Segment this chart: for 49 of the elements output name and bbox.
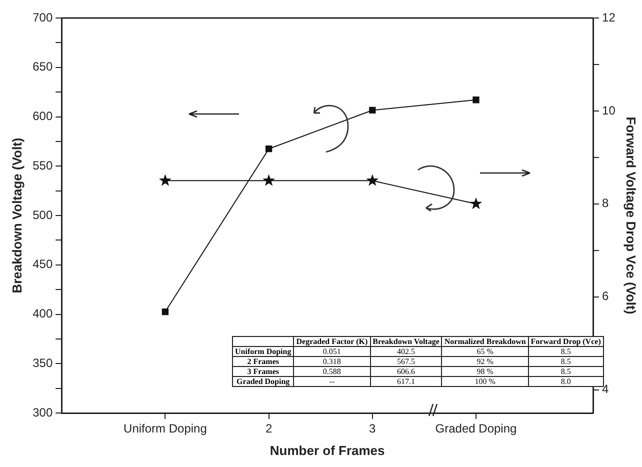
x-axis-title: Number of Frames [270,442,385,458]
y-tick-label: 700 [32,10,53,24]
y2-tick-label: 10 [602,103,616,118]
y-tick-label: 350 [32,356,53,370]
annotation: 0.318 [294,356,370,366]
annotation: Degraded Factor (K) [294,336,370,346]
annotation: 8.0 [528,376,604,386]
y-tick-label: 500 [32,208,53,222]
annotation: 8.5 [528,366,604,376]
annotation: 606.6 [370,366,442,376]
annotation: 0.588 [294,366,370,376]
point [162,308,169,316]
annotation: 8.5 [528,356,604,366]
x-tick-label: 2 [265,422,272,436]
annotation: Forward Drop (Vce) [528,336,604,346]
annotation: Graded Doping [232,376,294,386]
y-tick-label: 400 [32,306,53,321]
annotation: 2 Frames [232,356,294,366]
annotation: 100 % [442,376,528,386]
y2-axis-title: Forward Voltage Drop Vce (Volt) [624,116,639,314]
y-tick-label: 550 [32,158,53,172]
y-tick-label: 300 [32,405,53,420]
annotation: 567.5 [370,356,442,366]
y2-tick-label: 6 [602,289,610,304]
annotation: 8.5 [528,346,604,356]
point [472,96,480,104]
annotation: 92 % [442,356,528,366]
y2-tick-label: 8 [602,196,610,210]
annotation: 3 Frames [232,366,294,376]
annotation: 98 % [442,366,528,376]
point [265,146,272,152]
annotation: 0.051 [294,346,370,356]
point [369,106,376,114]
y-tick-label: 450 [32,257,53,272]
annotation: 65 % [442,346,528,356]
annotation: 402.5 [370,346,442,356]
annotation: Breakdown Voltage [370,336,442,346]
y2-tick-label: 12 [602,10,616,24]
x-tick-label: 3 [369,422,376,436]
y-tick-label: 650 [32,60,53,74]
annotation: Normalized Breakdown [442,336,528,346]
annotation: -- [294,376,370,386]
y-axis-title: Breakdown Voltage (Volt) [9,138,24,294]
x-tick-label: Uniform Doping [124,422,207,436]
y2-tick-label: 4 [602,382,610,396]
annotation: Uniform Doping [232,346,294,356]
annotation: 617.1 [370,376,442,386]
x-tick-label: Graded Doping [435,422,517,436]
y-tick-label: 600 [32,109,53,124]
